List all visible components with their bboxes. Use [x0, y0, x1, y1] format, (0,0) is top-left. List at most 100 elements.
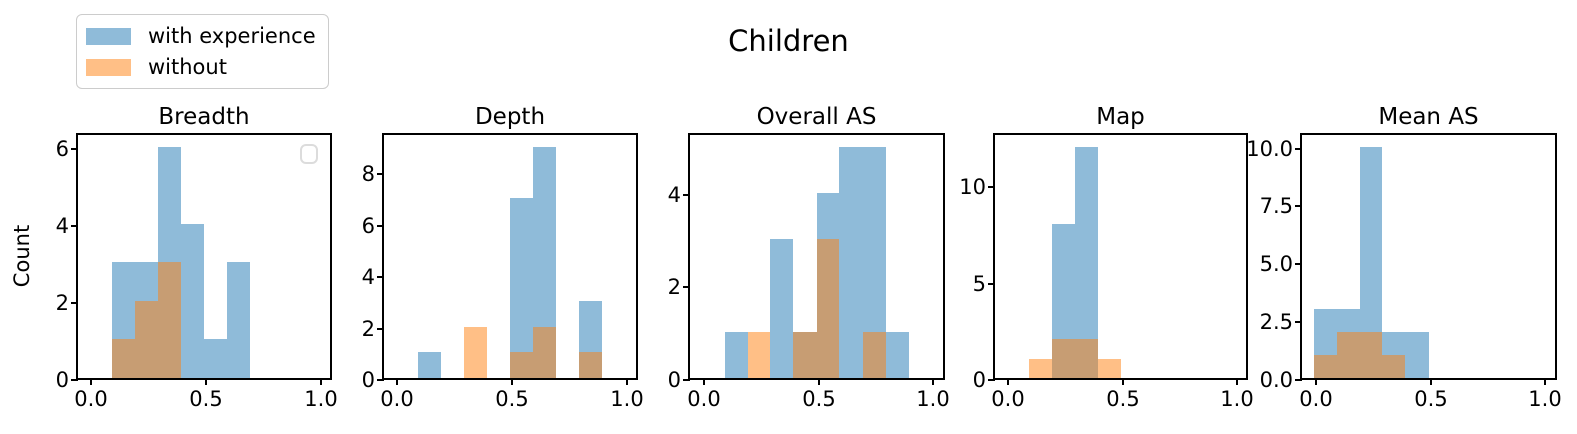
y-tick-label: 0: [667, 368, 681, 392]
subplot-title: Overall AS: [756, 104, 877, 130]
hist-bar-with-experience: [1405, 332, 1429, 378]
legend-label: with experience: [148, 24, 316, 48]
subplot-title: Depth: [474, 104, 546, 130]
y-tick: [377, 379, 384, 381]
x-tick: [205, 378, 207, 385]
x-tick-label: 1.0: [1220, 387, 1254, 411]
y-tick: [1295, 205, 1302, 207]
y-tick-label: 4: [361, 265, 375, 289]
hist-bar-without: [1314, 355, 1337, 378]
hist-bar-without: [1075, 339, 1098, 378]
y-tick: [71, 379, 78, 381]
hist-bar-with-experience: [725, 332, 748, 378]
x-tick: [1315, 378, 1317, 385]
hist-bar-with-experience: [1360, 147, 1382, 378]
legend-item-without: without: [86, 55, 315, 80]
y-tick-label: 4: [667, 183, 681, 207]
hist-bar-without: [579, 352, 602, 378]
y-tick-label: 0.0: [1259, 368, 1293, 392]
x-tick: [1122, 378, 1124, 385]
y-tick-label: 8: [361, 162, 375, 186]
y-tick: [683, 286, 690, 288]
hist-bar-with-experience: [510, 198, 533, 378]
hist-bar-without: [464, 327, 487, 378]
x-tick: [90, 378, 92, 385]
hist-bar-without: [863, 332, 886, 378]
x-tick: [1430, 378, 1432, 385]
x-tick-label: 0.5: [189, 387, 223, 411]
hist-bar-without: [817, 239, 839, 378]
x-tick: [818, 378, 820, 385]
hist-bar-without: [158, 262, 181, 378]
plot-area: [690, 135, 943, 378]
y-tick-label: 2: [667, 275, 681, 299]
x-tick: [396, 378, 398, 385]
x-tick: [511, 378, 513, 385]
x-tick: [1007, 378, 1009, 385]
hist-bar-without: [135, 301, 158, 378]
hist-bar-with-experience: [863, 147, 886, 378]
legend-swatch-blue: [86, 28, 131, 46]
x-tick-label: 0.5: [1106, 387, 1140, 411]
subplot-title: Map: [1096, 104, 1145, 130]
hist-bar-with-experience: [204, 339, 227, 378]
y-tick: [1295, 148, 1302, 150]
y-tick: [683, 379, 690, 381]
y-tick-label: 6: [361, 214, 375, 238]
y-tick: [377, 328, 384, 330]
x-tick-label: 0.5: [495, 387, 529, 411]
y-tick-label: 2.5: [1259, 310, 1293, 334]
x-tick-label: 0.5: [1414, 387, 1448, 411]
y-tick-label: 4: [55, 214, 69, 238]
y-tick-label: 0: [55, 368, 69, 392]
y-tick: [988, 379, 995, 381]
x-tick: [626, 378, 628, 385]
hist-bar-with-experience: [886, 332, 909, 378]
subplot-breadth: Breadth 0.0 0.5 1.0 0 2 4 6: [56, 104, 338, 411]
plot-area: [1302, 135, 1555, 378]
y-tick: [71, 225, 78, 227]
legend-item-with-experience: with experience: [86, 24, 316, 48]
y-tick-label: 0: [361, 368, 375, 392]
x-tick-label: 1.0: [1528, 387, 1562, 411]
y-tick-label: 5.0: [1259, 252, 1293, 276]
y-tick-label: 2: [361, 317, 375, 341]
legend: with experience without: [76, 14, 329, 90]
hist-bar-without: [1098, 359, 1121, 378]
y-axis-label: Count: [10, 224, 34, 288]
hist-bar-without: [112, 339, 135, 378]
y-tick: [683, 194, 690, 196]
x-tick-label: 0.0: [687, 387, 721, 411]
hist-bar-with-experience: [418, 352, 441, 378]
x-tick-label: 0.0: [991, 387, 1025, 411]
y-tick: [71, 148, 78, 150]
y-tick: [377, 173, 384, 175]
y-tick: [71, 302, 78, 304]
y-tick-label: 2: [55, 291, 69, 315]
x-tick-label: 1.0: [916, 387, 950, 411]
subplot-map: Map 0.0 0.5 1.0 0 5 10: [959, 104, 1253, 411]
hist-bar-without: [748, 332, 770, 378]
hist-bar-without: [793, 332, 817, 378]
y-tick-label: 6: [55, 137, 69, 161]
subplot-overall-as: Overall AS 0.0 0.5 1.0 0 2 4: [668, 104, 950, 411]
hist-bar-with-experience: [770, 239, 793, 378]
x-tick-label: 1.0: [610, 387, 644, 411]
hist-bar-with-experience: [227, 262, 250, 378]
subplot-mean-as: Mean AS 0.0 0.5 1.0 0.0 2.5 5.0 7.5 10.0: [1246, 104, 1561, 411]
hist-bar-with-experience: [1075, 147, 1098, 378]
hist-bar-without: [1382, 355, 1405, 378]
x-tick-label: 0.0: [380, 387, 414, 411]
hist-bar-without: [510, 352, 533, 378]
x-tick: [1236, 378, 1238, 385]
legend-label: without: [148, 55, 227, 80]
subplot-title: Mean AS: [1378, 104, 1479, 130]
y-tick-label: 7.5: [1259, 194, 1293, 218]
plot-area: [78, 135, 330, 378]
plot-area: [995, 135, 1246, 378]
hist-bar-without: [1337, 332, 1360, 378]
hist-bar-without: [1029, 359, 1052, 378]
x-tick-label: 0.5: [802, 387, 836, 411]
legend-swatch-orange: [86, 59, 131, 77]
